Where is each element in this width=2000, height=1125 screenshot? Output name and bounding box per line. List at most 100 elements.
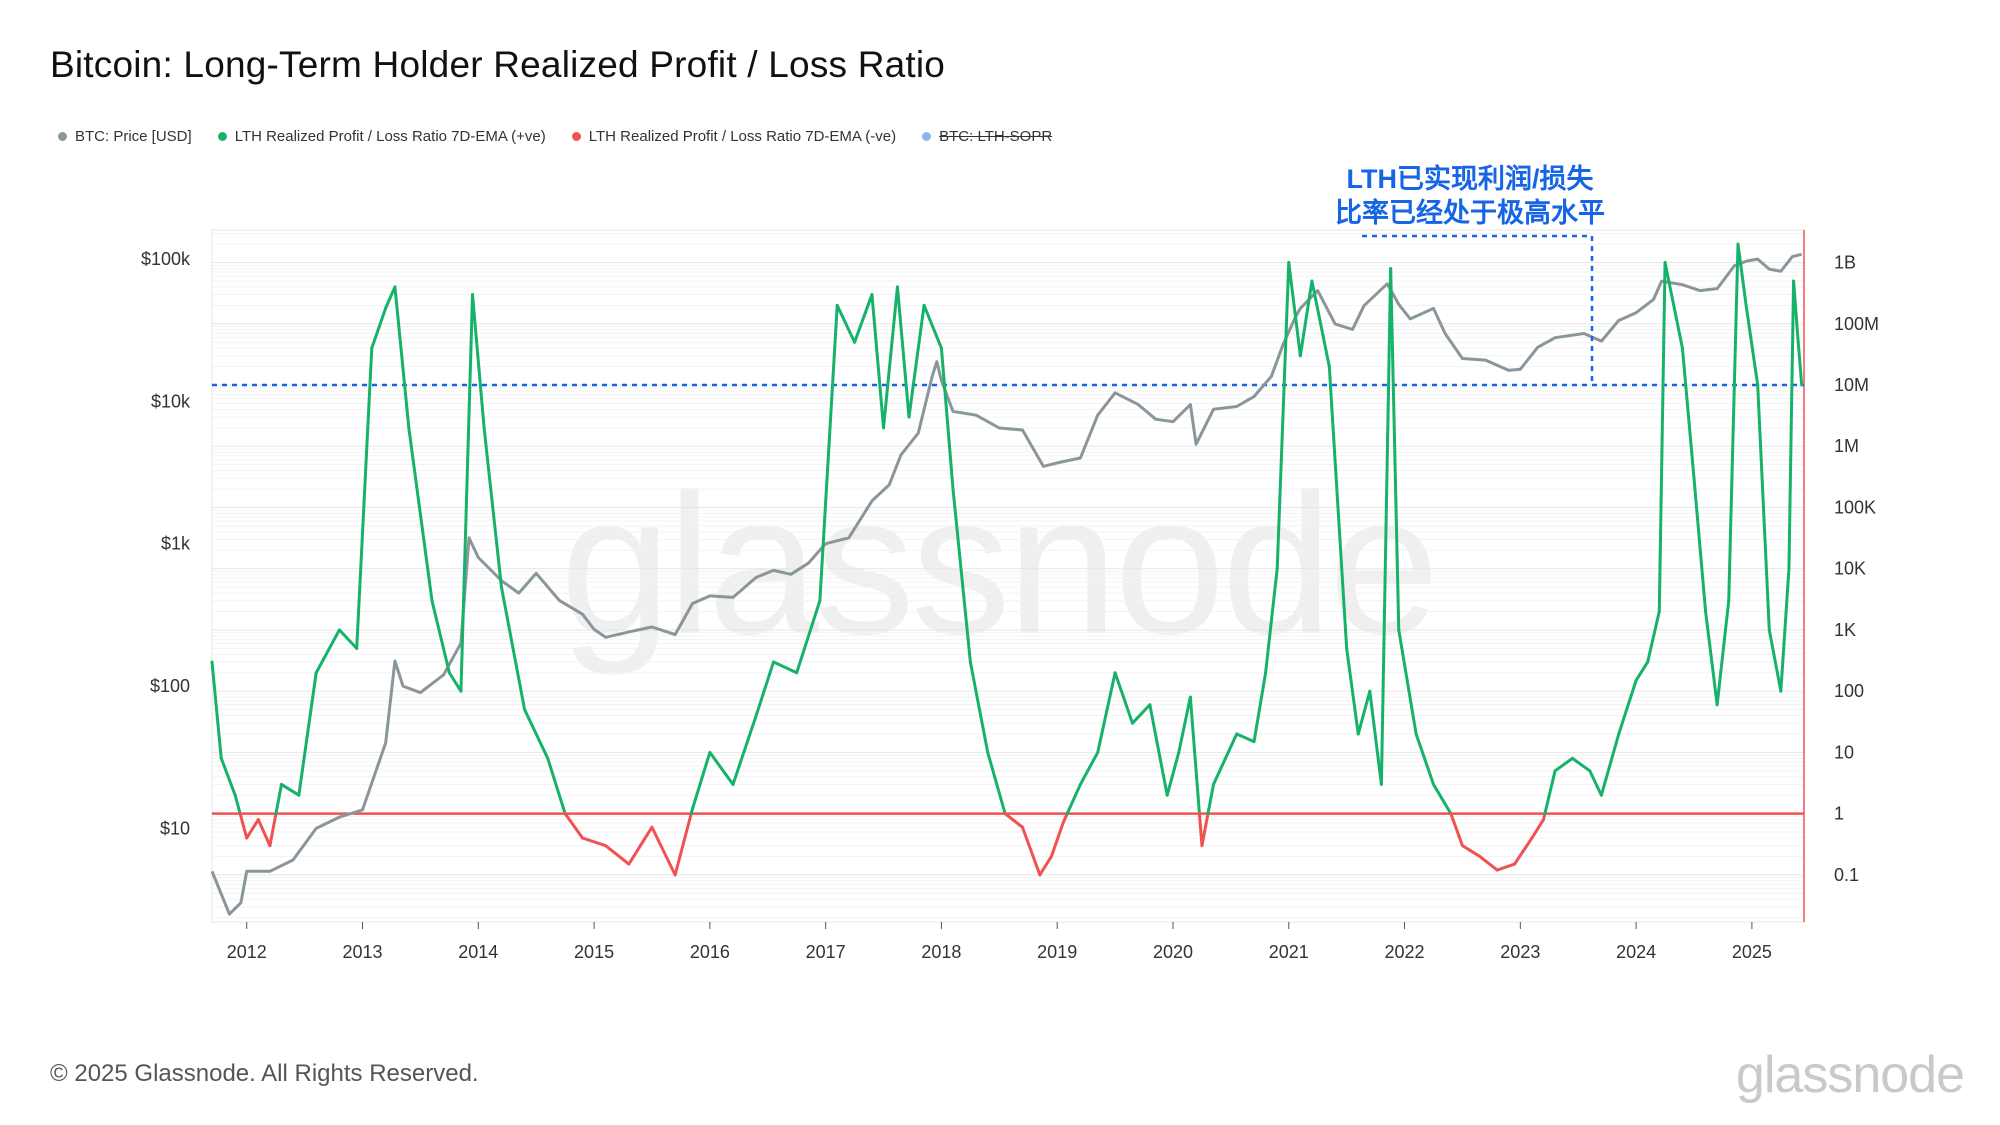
footer-logo: glassnode <box>1735 1046 1965 1104</box>
ratio-segment <box>1061 812 1069 825</box>
ratio-segment <box>1599 732 1621 797</box>
ratio-segment <box>907 303 926 419</box>
ratio-segment <box>1792 279 1800 344</box>
ratio-segment <box>818 303 839 603</box>
ratio-segment <box>337 628 359 650</box>
y-right-tick-label: 10M <box>1834 375 1869 395</box>
ratio-segment <box>835 303 857 344</box>
y-left-tick-label: $10k <box>151 391 191 411</box>
ratio-segment <box>627 825 654 866</box>
x-tick-label: 2023 <box>1500 942 1540 962</box>
plot-area-border <box>211 229 1805 923</box>
ratio-segment <box>731 714 758 786</box>
ratio-segment <box>772 660 799 675</box>
legend-item-lth-sopr[interactable]: BTC: LTH-SOPR <box>922 128 1052 145</box>
ratio-segment <box>1096 671 1117 754</box>
ratio-segment <box>1744 303 1760 387</box>
y-right-tick-label: 100M <box>1834 314 1879 334</box>
ratio-segment <box>690 750 712 811</box>
footer-copyright: © 2025 Glassnode. All Rights Reserved. <box>50 1060 479 1087</box>
ratio-segment <box>1513 836 1534 866</box>
legend-label: LTH Realized Profit / Loss Ratio 7D-EMA … <box>588 128 897 145</box>
ratio-segment <box>1736 242 1748 307</box>
x-tick-label: 2014 <box>458 942 498 962</box>
y-right-axis-ticks: 1B 100M 10M 1M 100K 10K 1K 100 10 1 0.1 <box>1834 253 1879 885</box>
ratio-segment <box>245 818 260 840</box>
y-right-tick-label: 1B <box>1834 253 1856 273</box>
y-right-tick-label: 1K <box>1834 620 1856 640</box>
x-tick-label: 2016 <box>690 942 730 962</box>
legend-item-price[interactable]: BTC: Price [USD] <box>58 128 192 145</box>
ratio-segment <box>968 660 990 754</box>
ratio-segment <box>238 812 249 840</box>
ratio-segment <box>1020 825 1042 877</box>
ratio-segment <box>393 285 411 430</box>
ratio-segment <box>1478 854 1499 872</box>
ratio-segment <box>1553 756 1574 773</box>
ratio-segment <box>1310 279 1331 369</box>
ratio-segment <box>1287 261 1302 358</box>
series-ratio <box>210 242 1804 877</box>
ratio-segment <box>1543 769 1557 816</box>
y-left-tick-label: $100k <box>141 249 191 269</box>
ratio-segment <box>430 599 451 675</box>
ratio-segment <box>581 836 608 848</box>
ratio-segment <box>895 285 911 419</box>
legend-label: BTC: LTH-SOPR <box>939 128 1053 145</box>
ratio-segment <box>1065 782 1082 816</box>
x-axis-ticks: 2012 2013 2014 2015 2016 2017 2018 2019 2020 2021… <box>227 922 1772 962</box>
y-right-tick-label: 1M <box>1834 436 1859 456</box>
ratio-segment <box>1327 365 1349 650</box>
ratio-segment <box>1715 599 1731 707</box>
ratio-segment <box>708 750 735 786</box>
ratio-segment <box>1188 695 1201 816</box>
ratio-segment <box>297 671 318 797</box>
ratio-segment <box>1449 812 1464 848</box>
ratio-segment <box>1704 610 1719 707</box>
ratio-segment <box>482 426 503 589</box>
y-right-tick-label: 10 <box>1834 742 1854 762</box>
ratio-segment <box>1779 567 1791 693</box>
ratio-segment <box>754 660 776 718</box>
ratio-segment <box>1588 769 1603 797</box>
ratio-segment <box>1570 756 1592 773</box>
ratio-segment <box>1634 660 1650 682</box>
ratio-segment <box>407 426 434 603</box>
ratio-segment <box>922 303 943 350</box>
y-left-axis-ticks: $100k $10k $1k $100 $10 <box>141 249 191 838</box>
annotation-text: LTH已实现利润/损失 比率已经处于极高水平 <box>1320 162 1620 230</box>
annotation-line-1: LTH已实现利润/损失 <box>1346 164 1594 194</box>
ratio-segment <box>986 750 1007 816</box>
ratio-segment <box>1252 671 1268 744</box>
y-right-tick-label: 10K <box>1834 559 1866 579</box>
ratio-segment <box>951 487 972 664</box>
ratio-segment <box>1495 862 1517 872</box>
ratio-segment <box>1113 671 1134 725</box>
y-right-tick-label: 100 <box>1834 681 1864 701</box>
ratio-segment <box>1530 818 1545 840</box>
ratio-segment <box>370 306 388 350</box>
legend-item-ratio-negative[interactable]: LTH Realized Profit / Loss Ratio 7D-EMA … <box>571 128 897 145</box>
y-right-tick-label: 100K <box>1834 497 1876 517</box>
ratio-segment <box>1345 646 1360 736</box>
ratio-segment <box>1431 782 1453 816</box>
ratio-segment <box>1148 703 1169 797</box>
ratio-segment <box>1368 689 1383 786</box>
x-tick-label: 2017 <box>806 942 846 962</box>
legend-dot-icon <box>922 132 932 141</box>
grid <box>212 232 1804 919</box>
x-tick-label: 2012 <box>227 942 267 962</box>
ratio-segment <box>1787 279 1796 571</box>
ratio-segment <box>1275 261 1291 571</box>
ratio-segment <box>1397 628 1418 736</box>
ratio-segment <box>650 825 677 877</box>
x-tick-label: 2022 <box>1385 942 1425 962</box>
ratio-segment <box>1235 732 1256 744</box>
legend-label: LTH Realized Profit / Loss Ratio 7D-EMA … <box>234 128 546 145</box>
ratio-segment <box>870 293 886 430</box>
ratio-segment <box>563 812 585 840</box>
ratio-segment <box>1078 750 1100 786</box>
legend-item-ratio-positive[interactable]: LTH Realized Profit / Loss Ratio 7D-EMA … <box>217 128 546 145</box>
ratio-segment <box>499 585 527 712</box>
